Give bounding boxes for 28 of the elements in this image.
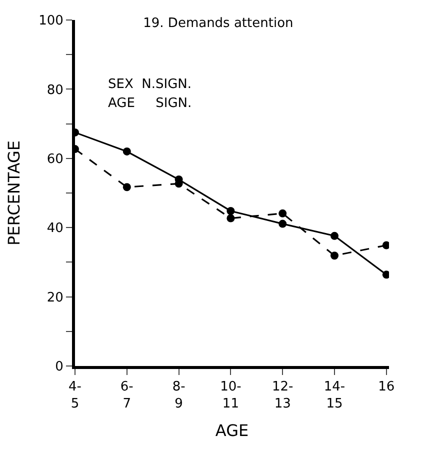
x-tick-label: 4- 5 — [68, 380, 82, 412]
y-tick-label: 40 — [46, 221, 64, 236]
point — [122, 183, 131, 192]
point — [382, 270, 389, 279]
point — [382, 241, 389, 250]
y-tick-label: 20 — [46, 290, 64, 306]
x-tick-label: 14- 15 — [324, 380, 346, 412]
point — [278, 209, 287, 218]
point — [122, 147, 131, 156]
chart-title: 19. Demands attention — [143, 16, 294, 32]
point — [226, 206, 235, 215]
x-tick-label: 6- 7 — [120, 380, 134, 412]
x-axis-title: AGE — [215, 421, 249, 440]
point — [226, 214, 235, 222]
x-tick-label: 8- 9 — [172, 380, 186, 412]
x-tick-label: 12- 13 — [272, 380, 294, 412]
annotation: AGE SIGN. — [108, 96, 192, 111]
y-tick-label: 80 — [46, 82, 64, 98]
y-tick-label: 60 — [46, 152, 64, 167]
x-tick-label: 16 — [378, 380, 395, 395]
point — [278, 220, 287, 228]
y-axis-title: PERCENTAGE — [4, 140, 24, 246]
y-tick-label: 0 — [55, 360, 64, 375]
point — [330, 252, 338, 260]
x-tick-label: 10- 11 — [220, 380, 242, 412]
y-tick-label: 100 — [38, 14, 64, 29]
point — [330, 232, 338, 240]
annotation: SEX N.SIGN. — [108, 77, 192, 92]
